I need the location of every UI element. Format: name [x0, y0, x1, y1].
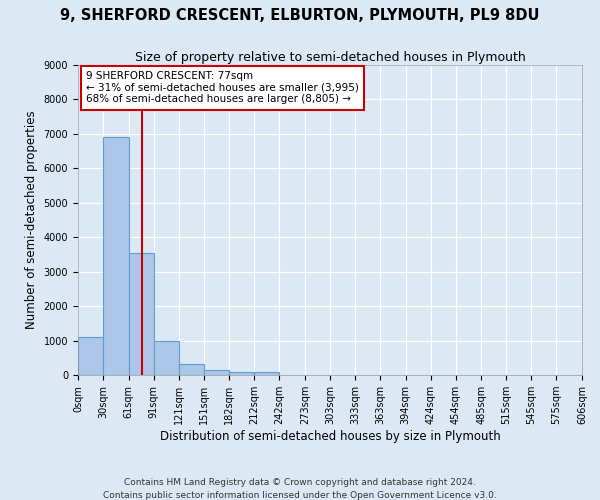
Title: Size of property relative to semi-detached houses in Plymouth: Size of property relative to semi-detach…: [134, 51, 526, 64]
Text: Contains HM Land Registry data © Crown copyright and database right 2024.
Contai: Contains HM Land Registry data © Crown c…: [103, 478, 497, 500]
Bar: [229, 372, 254, 375]
Y-axis label: Number of semi-detached properties: Number of semi-detached properties: [25, 110, 38, 330]
Bar: [129, 252, 154, 375]
X-axis label: Distribution of semi-detached houses by size in Plymouth: Distribution of semi-detached houses by …: [160, 430, 500, 443]
Text: 9 SHERFORD CRESCENT: 77sqm
← 31% of semi-detached houses are smaller (3,995)
68%: 9 SHERFORD CRESCENT: 77sqm ← 31% of semi…: [86, 71, 359, 104]
Bar: [179, 364, 203, 375]
Bar: [254, 372, 279, 375]
Bar: [103, 138, 129, 375]
Bar: [203, 370, 229, 375]
Bar: [154, 340, 179, 375]
Bar: [78, 337, 103, 375]
Text: 9, SHERFORD CRESCENT, ELBURTON, PLYMOUTH, PL9 8DU: 9, SHERFORD CRESCENT, ELBURTON, PLYMOUTH…: [60, 8, 540, 22]
